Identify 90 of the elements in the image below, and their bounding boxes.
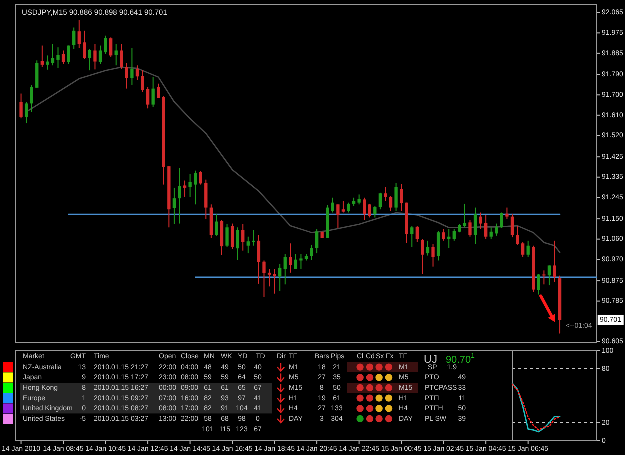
candlestick xyxy=(358,194,361,206)
candlestick xyxy=(479,212,482,230)
candlestick xyxy=(242,224,245,252)
candlestick xyxy=(474,207,478,245)
candlestick xyxy=(125,62,129,90)
candlestick xyxy=(294,254,298,270)
candlestick xyxy=(120,44,124,70)
candlestick xyxy=(495,223,498,236)
candlestick xyxy=(310,244,314,261)
candlestick xyxy=(226,224,229,248)
candlestick xyxy=(542,270,546,286)
candlestick xyxy=(548,265,552,286)
candlestick xyxy=(157,83,160,99)
candlestick xyxy=(490,227,493,240)
candlestick xyxy=(88,48,92,72)
candlestick xyxy=(141,70,144,93)
candlestick xyxy=(553,240,556,283)
candlestick xyxy=(252,230,256,246)
candlestick xyxy=(98,45,102,65)
candlestick xyxy=(384,186,388,202)
candlestick xyxy=(374,206,377,218)
candlestick xyxy=(40,45,44,68)
candlestick xyxy=(516,226,520,246)
candlestick xyxy=(78,20,81,49)
candlestick xyxy=(500,212,504,229)
candlestick xyxy=(300,254,303,270)
candlestick xyxy=(67,45,70,65)
candlestick xyxy=(432,244,435,268)
candlestick xyxy=(521,242,525,258)
candlestick xyxy=(363,197,366,221)
candlestick xyxy=(273,268,276,294)
candlestick xyxy=(284,254,287,286)
candlestick xyxy=(51,44,55,66)
candlestick xyxy=(136,65,140,81)
candlestick xyxy=(368,203,372,218)
candlestick xyxy=(262,260,266,298)
candlestick xyxy=(114,44,118,66)
candlestick xyxy=(230,223,234,250)
candlestick xyxy=(448,228,451,249)
candlestick xyxy=(331,197,334,214)
candlestick xyxy=(56,47,60,69)
candlestick xyxy=(178,168,182,224)
candlestick xyxy=(20,93,23,120)
candlestick xyxy=(83,30,86,60)
candlestick xyxy=(416,226,420,243)
candlestick xyxy=(62,50,66,65)
candlestick xyxy=(421,238,424,275)
candlestick xyxy=(72,27,76,50)
candlestick xyxy=(342,200,346,214)
candlestick xyxy=(215,214,218,236)
candlestick xyxy=(442,228,446,242)
candlestick xyxy=(268,268,272,288)
candlestick xyxy=(410,226,414,248)
candlestick xyxy=(94,44,97,70)
candlestick xyxy=(506,207,509,220)
candlestick xyxy=(246,236,250,254)
candlestick xyxy=(146,86,150,110)
candlestick xyxy=(183,180,187,198)
candlestick xyxy=(152,76,155,108)
candlestick xyxy=(389,196,393,212)
annotation: UJ xyxy=(424,354,438,366)
candlestick xyxy=(315,228,319,254)
candlestick xyxy=(537,274,540,296)
candlestick xyxy=(46,55,50,70)
candlestick xyxy=(378,192,382,210)
candlestick xyxy=(336,204,340,229)
candlestick xyxy=(510,214,514,238)
candlestick xyxy=(30,84,34,113)
candlestick xyxy=(236,227,240,261)
candlestick xyxy=(436,230,440,262)
candlestick xyxy=(468,220,472,238)
annotation: 90.70$^{1}$ xyxy=(446,353,476,366)
candlestick xyxy=(257,234,261,284)
candlestick xyxy=(484,214,488,240)
candlestick xyxy=(172,187,176,225)
candlestick xyxy=(347,202,350,214)
candlestick xyxy=(188,174,192,198)
candlestick xyxy=(194,170,198,206)
candlestick xyxy=(109,37,113,58)
candlestick xyxy=(452,228,456,242)
candlestick xyxy=(400,184,404,212)
candlestick xyxy=(278,264,282,292)
candlestick xyxy=(289,243,292,274)
candlestick xyxy=(426,240,430,256)
candlestick xyxy=(199,171,202,186)
candlestick xyxy=(130,48,134,86)
candlestick xyxy=(394,182,398,212)
candlestick xyxy=(24,102,28,124)
candlestick xyxy=(526,240,530,258)
candlestick xyxy=(104,35,108,55)
